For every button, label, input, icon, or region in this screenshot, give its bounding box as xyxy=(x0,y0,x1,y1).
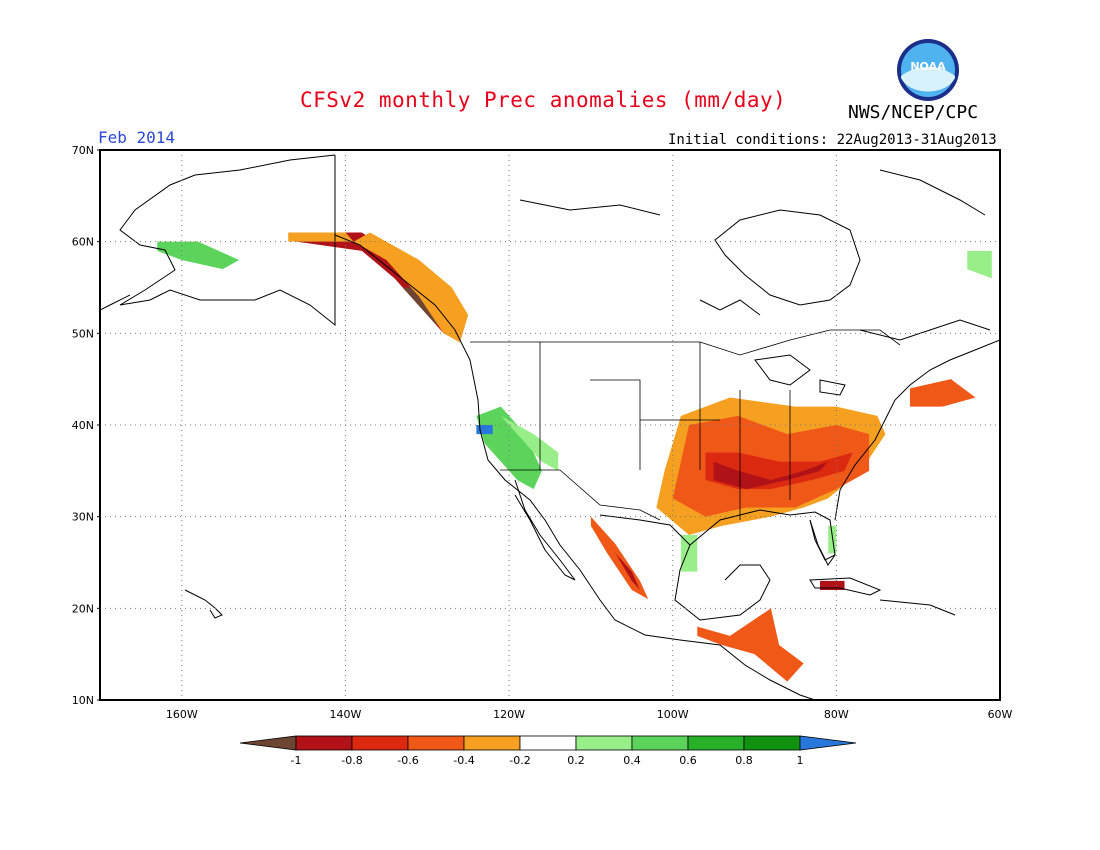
anomaly-california-wet xyxy=(476,406,542,490)
colorbar-swatch xyxy=(463,735,521,751)
political-borders xyxy=(470,329,901,521)
lat-label: 70N xyxy=(72,144,94,157)
colorbar-label: -0.4 xyxy=(453,754,474,767)
anomaly-northeast-dry xyxy=(910,379,976,407)
lon-label: 160W xyxy=(166,708,198,721)
colorbar-swatch xyxy=(351,735,409,751)
lat-label: 50N xyxy=(72,327,94,340)
colorbar-label: 1 xyxy=(797,754,804,767)
colorbar-swatch xyxy=(799,735,857,751)
anomaly-central-america-dry xyxy=(697,608,804,682)
initial-conditions: Initial conditions: 22Aug2013-31Aug2013 xyxy=(668,132,997,148)
colorbar-swatch xyxy=(239,735,297,751)
coastlines xyxy=(100,154,1000,700)
colorbar-swatch xyxy=(575,735,633,751)
colorbar-label: -0.6 xyxy=(397,754,418,767)
anomaly-central-us-core xyxy=(713,461,829,490)
colorbar-label: 0.4 xyxy=(623,754,641,767)
lon-label: 60W xyxy=(988,708,1013,721)
lon-label: 120W xyxy=(493,708,525,721)
anomaly-texas-coast-wet xyxy=(680,535,698,572)
colorbar-label: 0.6 xyxy=(679,754,697,767)
colorbar-swatch xyxy=(519,735,577,751)
anomaly-regions xyxy=(157,232,992,682)
anomaly-norcal-extreme xyxy=(476,425,493,435)
anomaly-bc-interior xyxy=(353,232,469,343)
lat-lon-grid xyxy=(100,150,1000,700)
colorbar-swatch xyxy=(743,735,801,751)
anomaly-mexico-west-core xyxy=(607,544,640,590)
lat-label: 30N xyxy=(72,511,94,524)
anomaly-east-canada-wet xyxy=(967,250,992,279)
colorbar-swatch xyxy=(295,735,353,751)
valid-month: Feb 2014 xyxy=(98,128,176,147)
colorbar-label: -1 xyxy=(291,754,302,767)
anomaly-florida-wet xyxy=(828,525,837,554)
anomaly-southwest-alaska-wet xyxy=(157,241,240,270)
colorbar-label: 0.2 xyxy=(567,754,585,767)
colorbar-label: -0.8 xyxy=(341,754,362,767)
colorbar: -1 -0.8 -0.6 -0.4 -0.2 0.2 0.4 0.6 0.8 1 xyxy=(239,735,857,767)
lat-label: 60N xyxy=(72,236,94,249)
longitude-labels: 160W 140W 120W 100W 80W 60W xyxy=(166,708,1013,721)
colorbar-label: -0.2 xyxy=(509,754,530,767)
anomaly-california-wet-weak xyxy=(500,415,559,471)
lon-label: 100W xyxy=(657,708,689,721)
noaa-logo: NOAA xyxy=(897,39,959,101)
colorbar-swatch xyxy=(407,735,465,751)
lat-label: 40N xyxy=(72,419,94,432)
lon-label: 140W xyxy=(330,708,362,721)
colorbar-label: 0.8 xyxy=(735,754,753,767)
colorbar-swatch xyxy=(631,735,689,751)
lat-label: 10N xyxy=(72,694,94,707)
logo-text: NOAA xyxy=(910,60,946,73)
lon-label: 80W xyxy=(824,708,849,721)
colorbar-swatch xyxy=(687,735,745,751)
latitude-labels: 70N 60N 50N 40N 30N 20N 10N xyxy=(72,144,100,707)
anomaly-alaska-panhandle-edge xyxy=(288,232,354,242)
chart-title: CFSv2 monthly Prec anomalies (mm/day) xyxy=(300,88,787,112)
lat-label: 20N xyxy=(72,602,94,615)
organization-label: NWS/NCEP/CPC xyxy=(848,102,979,123)
